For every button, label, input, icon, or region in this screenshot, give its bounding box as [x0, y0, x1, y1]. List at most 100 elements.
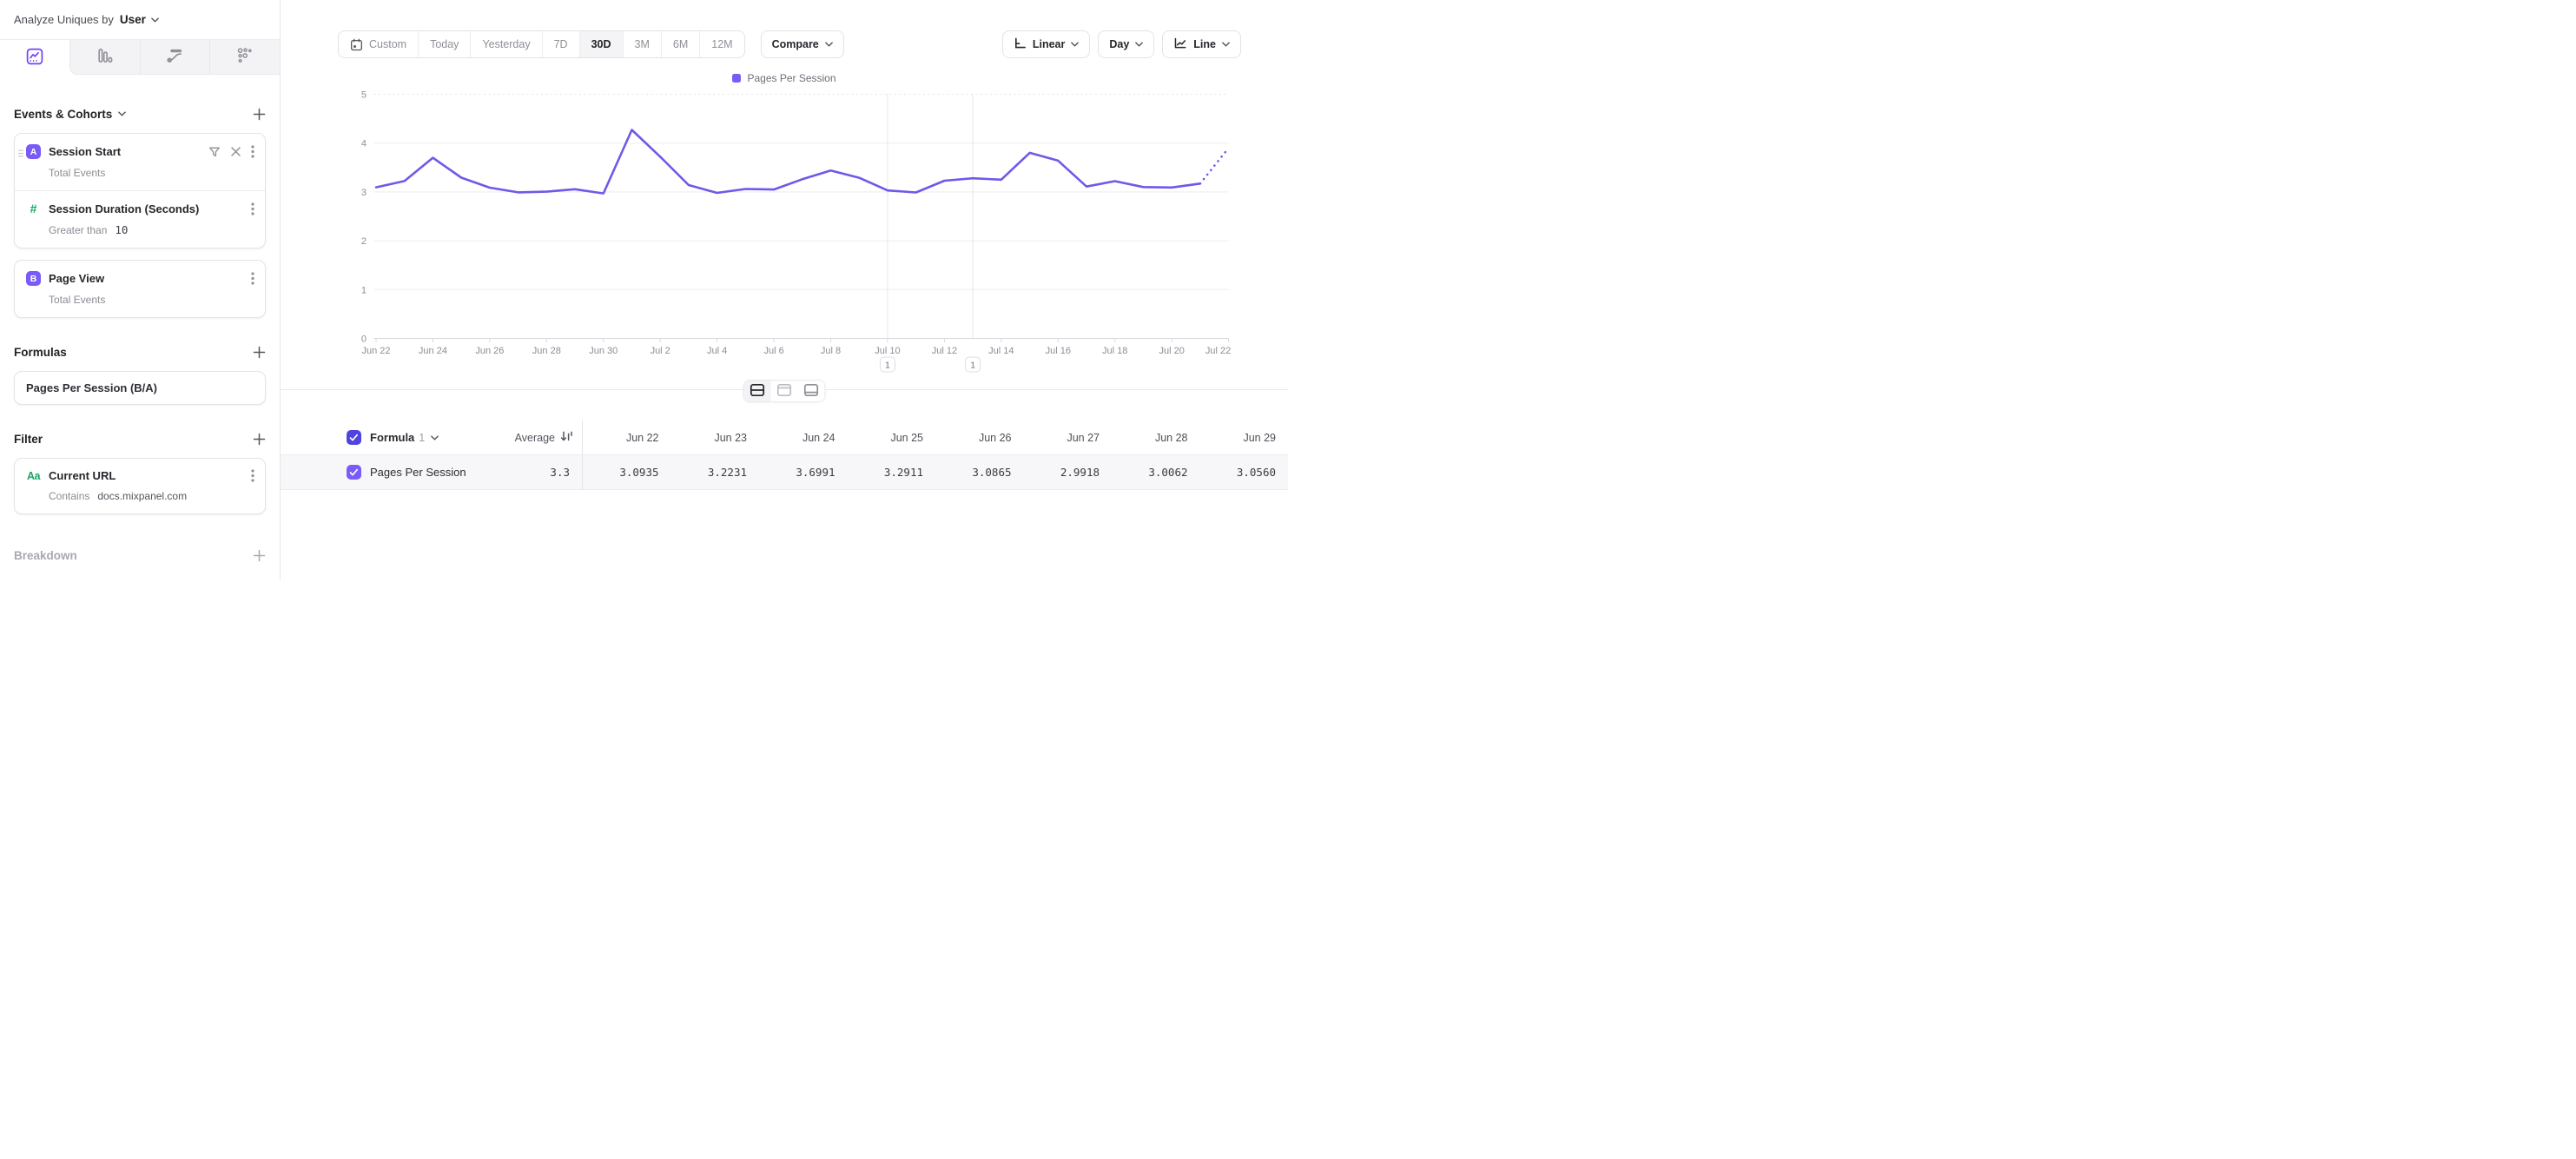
filter-value[interactable]: docs.mixpanel.com [97, 490, 188, 502]
chevron-down-icon [151, 17, 159, 23]
kebab-menu-icon[interactable] [251, 202, 254, 215]
series-value-cell: 3.0865 [972, 466, 1012, 479]
tab-scatter[interactable] [209, 40, 280, 75]
tab-bar-chart[interactable] [69, 40, 140, 75]
filter-funnel-icon[interactable] [208, 146, 221, 158]
line-chart[interactable]: 0 1 2 3 4 5 Jun 22 Jun 24 Jun 26 Jun 28 Jun 30 Jul … [281, 87, 1288, 382]
filter-operator: Contains [49, 490, 90, 502]
chart-legend[interactable]: Pages Per Session [281, 72, 1288, 84]
svg-text:1: 1 [361, 285, 367, 295]
table-row-left: Pages Per Session 3.3 [281, 455, 582, 489]
view-divider [281, 380, 1288, 414]
add-filter-button[interactable] [253, 433, 266, 446]
range-6m[interactable]: 6M [660, 31, 699, 57]
kebab-menu-icon[interactable] [251, 272, 254, 285]
series-value-cell: 3.2911 [883, 466, 923, 479]
granularity-dropdown[interactable]: Day [1098, 30, 1155, 58]
svg-text:Jun 30: Jun 30 [589, 346, 618, 356]
series-value-cell: 3.0560 [1236, 466, 1276, 479]
breakdown-section-title: Breakdown [14, 548, 77, 562]
event-name: Session Start [49, 145, 122, 158]
range-today[interactable]: Today [418, 31, 470, 57]
scale-dropdown[interactable]: Linear [1001, 30, 1091, 58]
series-value-cell: 2.9918 [1060, 466, 1100, 479]
layout-toggle [743, 380, 826, 402]
compare-button[interactable]: Compare [760, 30, 844, 58]
average-header[interactable]: Average [515, 430, 582, 445]
range-yesterday[interactable]: Yesterday [470, 31, 541, 57]
legend-swatch [732, 74, 742, 83]
kebab-menu-icon[interactable] [251, 469, 254, 482]
event-row: B Page View [15, 261, 265, 286]
svg-text:1: 1 [885, 361, 890, 371]
add-formula-button[interactable] [253, 346, 266, 359]
analyze-by-dropdown[interactable]: User [120, 13, 159, 26]
tab-flow[interactable] [139, 40, 210, 75]
svg-text:Jul 18: Jul 18 [1102, 346, 1127, 356]
event-measure[interactable]: Total Events [49, 294, 106, 306]
chevron-down-icon [1071, 42, 1080, 47]
svg-text:5: 5 [361, 90, 367, 101]
table-row[interactable]: Pages Per Session 3.3 3.0935 3.2231 3.69… [281, 455, 1288, 490]
event-card-page-view[interactable]: B Page View Total Events [14, 260, 266, 318]
filter-condition[interactable]: Contains docs.mixpanel.com [15, 482, 265, 513]
scatter-icon [236, 47, 254, 67]
event-card-session-start[interactable]: A Session Start T [14, 133, 266, 248]
chevron-down-icon[interactable] [118, 111, 127, 116]
series-average-value: 3.3 [550, 466, 570, 479]
property-row: # Session Duration (Seconds) [15, 191, 265, 215]
range-custom[interactable]: Custom [339, 31, 418, 57]
query-sidebar: Analyze Uniques by User [0, 0, 281, 580]
svg-text:Jul 16: Jul 16 [1046, 346, 1071, 356]
date-range-segmented: Custom Today Yesterday 7D 30D 3M 6M 12M [338, 30, 745, 58]
analyze-row: Analyze Uniques by User [0, 0, 280, 40]
series-checkbox[interactable] [347, 465, 361, 480]
series-value-cell: 3.0935 [619, 466, 659, 479]
number-hash-icon: # [30, 202, 37, 215]
tab-line-chart[interactable] [0, 40, 69, 75]
range-7d[interactable]: 7D [541, 31, 579, 57]
range-30d[interactable]: 30D [578, 31, 623, 57]
analyze-by-label: Analyze Uniques by [14, 13, 114, 26]
add-breakdown-button[interactable] [253, 549, 266, 562]
date-column-header: Jun 27 [1067, 431, 1100, 444]
condition-operator: Greater than [49, 223, 108, 236]
property-condition[interactable]: Greater than 10 [15, 215, 265, 248]
series-value-cell: 3.0062 [1148, 466, 1188, 479]
layout-table-only-button[interactable] [797, 381, 825, 401]
sidebar-body: Events & Cohorts A Session Start [0, 75, 280, 563]
formula-card[interactable]: Pages Per Session (B/A) [14, 371, 266, 405]
svg-text:Jun 22: Jun 22 [361, 346, 390, 356]
layout-split-button[interactable] [743, 381, 771, 401]
formula-name: Pages Per Session (B/A) [26, 381, 157, 394]
kebab-menu-icon[interactable] [251, 145, 254, 158]
formulas-section-title: Formulas [14, 345, 67, 359]
event-measure[interactable]: Total Events [49, 167, 106, 179]
linear-axis-icon [1014, 36, 1027, 52]
add-event-button[interactable] [253, 108, 266, 121]
table-header-left: Formula 1 Average [281, 421, 582, 454]
series-values: 3.0935 3.2231 3.6991 3.2911 3.0865 2.991… [582, 455, 1288, 489]
select-all-checkbox[interactable] [347, 430, 361, 445]
filter-card-current-url[interactable]: Aa Current URL Contains docs.mixpanel.co… [14, 458, 266, 514]
svg-text:2: 2 [361, 236, 367, 247]
svg-text:0: 0 [361, 334, 367, 345]
breakdown-table: Formula 1 Average [281, 421, 1288, 490]
chart-type-dropdown[interactable]: Line [1162, 30, 1241, 58]
condition-value[interactable]: 10 [115, 223, 129, 236]
range-3m[interactable]: 3M [622, 31, 661, 57]
numeric-property-subcard[interactable]: # Session Duration (Seconds) Greater tha… [15, 190, 265, 248]
svg-text:Jul 10: Jul 10 [875, 346, 900, 356]
close-icon[interactable] [230, 146, 241, 157]
property-name: Session Duration (Seconds) [49, 202, 200, 215]
events-section-header: Events & Cohorts [14, 106, 266, 122]
bar-chart-icon [96, 47, 114, 67]
split-view-icon [750, 383, 765, 400]
range-12m[interactable]: 12M [699, 31, 743, 57]
layout-chart-only-button[interactable] [770, 381, 798, 401]
drag-handle-icon[interactable] [17, 146, 24, 162]
formulas-section-header: Formulas [14, 344, 266, 360]
event-letter-badge: B [26, 271, 41, 286]
chevron-down-icon[interactable] [431, 434, 439, 440]
date-column-header: Jun 24 [802, 431, 836, 444]
